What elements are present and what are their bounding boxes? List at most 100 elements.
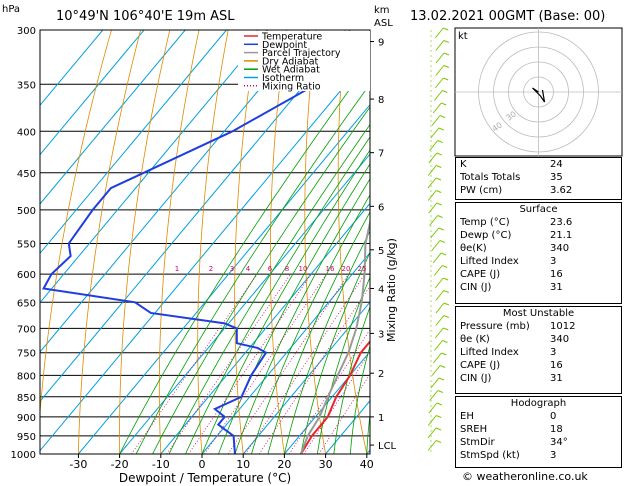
- wind-barb: [432, 352, 442, 364]
- km-tick-label: 1: [378, 413, 384, 424]
- unstable-value: 340: [550, 334, 570, 345]
- wet-adiabat: [251, 193, 370, 454]
- x-axis-title: Dewpoint / Temperature (°C): [119, 471, 291, 485]
- wind-barb: [427, 190, 437, 201]
- wind-barb: [439, 115, 446, 118]
- mixing-ratio-axis-title: Mixing Ratio (g/kg): [385, 238, 398, 342]
- surface-value: 23.6: [550, 217, 573, 228]
- mixing-ratio-label: 10: [299, 265, 308, 273]
- wind-barb: [427, 415, 437, 426]
- wind-barb: [435, 302, 445, 314]
- isotherm-line: [40, 30, 310, 353]
- wind-barb: [437, 215, 443, 218]
- surface-row: Temp (°C) 23.6: [456, 216, 621, 229]
- surface-row: Dewp (°C) 21.1: [456, 229, 621, 242]
- wind-barb: [431, 115, 441, 126]
- pressure-tick-label: 400: [17, 127, 36, 138]
- index-value: 24: [550, 159, 563, 170]
- dry-adiabat: [269, 30, 287, 454]
- wet-adiabat: [119, 60, 370, 454]
- mixing-ratio-label: 16: [326, 265, 335, 273]
- wind-barb: [429, 390, 439, 401]
- legend-bg: [238, 31, 370, 91]
- isotherm-line: [201, 252, 370, 454]
- wet-adiabat: [267, 211, 370, 454]
- dry-adiabat: [234, 30, 258, 454]
- wet-adiabat: [218, 163, 370, 454]
- mixing-ratio-line: [131, 273, 258, 454]
- isotherm-line: [78, 103, 370, 454]
- dry-adiabat: [197, 30, 229, 454]
- isotherm-line: [40, 30, 104, 107]
- wind-barb: [437, 390, 443, 393]
- hodograph-stats-box: Hodograph EH 0 SREH 18 StmDir 34° StmSpd (kt) 3: [455, 396, 622, 468]
- pressure-tick-label: 800: [17, 371, 36, 382]
- wind-barb: [427, 427, 437, 439]
- mixing-ratio-line: [204, 273, 327, 454]
- mixing-ratio-line: [244, 273, 366, 454]
- wind-barb: [428, 402, 438, 414]
- wind-barb: [438, 227, 444, 231]
- hpa-unit-label: hPa: [2, 4, 20, 15]
- wind-barb: [433, 90, 443, 101]
- mixing-ratio-label: 6: [268, 265, 273, 273]
- km-tick-label: 2: [378, 369, 384, 380]
- pressure-tick-label: 550: [17, 239, 36, 250]
- wind-barb: [442, 265, 448, 268]
- km-tick-label: 6: [378, 202, 384, 213]
- location-title: 10°49'N 106°40'E 19m ASL: [56, 9, 235, 24]
- unstable-key: CIN (J): [460, 373, 492, 384]
- surface-row: CAPE (J) 16: [456, 268, 621, 281]
- legend-label: Temperature: [261, 32, 322, 43]
- dry-adiabat: [337, 30, 368, 454]
- wind-barb: [429, 215, 438, 226]
- wind-barb: [428, 152, 438, 164]
- isotherm-line: [242, 301, 370, 454]
- pressure-tick-label: 600: [17, 270, 36, 281]
- surface-value: 340: [550, 243, 570, 254]
- wind-barb: [434, 277, 444, 289]
- unstable-row: CAPE (J) 16: [456, 359, 621, 372]
- series-temperature: [300, 340, 370, 454]
- credit: © weatheronline.co.uk: [462, 470, 588, 483]
- mixing-ratio-label: 8: [285, 265, 289, 273]
- isotherm-line: [40, 30, 186, 205]
- wind-barb: [442, 277, 449, 281]
- wind-barb: [434, 77, 444, 89]
- mixing-ratio-line: [166, 273, 291, 454]
- unstable-key: CAPE (J): [460, 360, 501, 371]
- wind-barb: [436, 165, 442, 168]
- surface-value: 21.1: [550, 230, 573, 241]
- mixing-ratio-line: [318, 373, 370, 454]
- wind-barb: [429, 140, 439, 151]
- series-parcel-trajectory: [299, 218, 370, 454]
- wind-barb: [428, 202, 438, 214]
- unstable-value: 1012: [550, 321, 576, 332]
- dry-adiabat: [40, 30, 112, 418]
- hodo-key: EH: [460, 411, 474, 422]
- wind-barb: [434, 340, 443, 351]
- hodograph-unit: kt: [458, 31, 468, 42]
- wind-barb: [436, 402, 443, 406]
- mixing-ratio-label: 1: [175, 265, 179, 273]
- plot-frame: [39, 29, 371, 455]
- mixing-ratio-label: 4: [246, 265, 251, 273]
- wet-adiabat: [316, 276, 370, 454]
- dry-adiabat: [119, 30, 171, 454]
- mixing-ratio-line: [227, 273, 349, 454]
- x-tick-label: 20: [277, 458, 291, 471]
- mixing-ratio-label: 2: [209, 265, 213, 273]
- surface-value: 16: [550, 269, 563, 280]
- hodo-key: StmSpd (kt): [460, 450, 520, 461]
- surface-key: θe(K): [460, 243, 487, 254]
- wet-adiabat: [152, 106, 370, 454]
- wet-adiabat: [135, 83, 370, 454]
- hodo-row: StmDir 34°: [456, 436, 621, 449]
- wind-barb: [430, 127, 440, 139]
- unstable-row: CIN (J) 31: [456, 372, 621, 385]
- wind-barb: [435, 177, 442, 181]
- pressure-tick-label: 850: [17, 393, 36, 404]
- legend-label: Dry Adiabat: [262, 56, 319, 67]
- index-key: PW (cm): [460, 185, 503, 196]
